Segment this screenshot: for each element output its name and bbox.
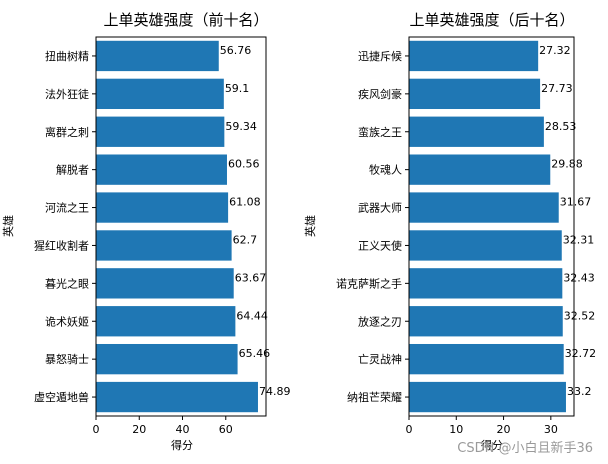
chart-right-data-label: 27.73	[541, 82, 573, 95]
chart-left-xtick-label: 20	[132, 423, 146, 436]
chart-left-data-label: 60.56	[228, 158, 259, 171]
chart-left-ytick-label: 暴怒骑士	[45, 352, 89, 366]
chart-left-data-label: 59.34	[225, 120, 257, 133]
chart-right-bar	[409, 306, 563, 337]
chart-right-bar	[409, 40, 539, 72]
chart-left-ylabel: 英雄	[1, 215, 15, 237]
chart-right-ylabel: 英雄	[303, 215, 317, 237]
chart-right-bar	[409, 116, 544, 147]
chart-left-data-label: 62.7	[233, 233, 258, 246]
chart-right-data-label: 33.2	[567, 385, 592, 398]
chart-left-data-label: 56.76	[220, 44, 252, 57]
chart-right-data-label: 29.88	[551, 158, 583, 171]
chart-right-ytick-label: 放逐之刃	[358, 314, 402, 328]
chart-right-ytick-label: 牧魂人	[369, 163, 402, 177]
chart-left-plot: 扭曲树精 56.76 法外狂徒 59.1 离群之刺 59.34 解脱者 60.56 河流之王 61…	[34, 36, 291, 436]
chart-right-bar	[409, 230, 562, 261]
chart-right-xlabel: 得分	[481, 439, 503, 452]
chart-right-ytick-label: 武器大师	[358, 201, 402, 215]
chart-right-bar	[409, 381, 566, 413]
chart-left-ytick-label: 扭曲树精	[45, 49, 89, 63]
chart-right-ytick-label: 诺克萨斯之手	[336, 276, 402, 290]
chart-left-ytick-label: 虚空遁地兽	[34, 390, 89, 404]
chart-right-xtick-label: 30	[544, 423, 558, 436]
chart-left-bar	[96, 154, 227, 185]
chart-left-bar	[96, 381, 258, 413]
chart-right-title: 上单英雄强度（后十名）	[409, 11, 574, 29]
chart-left-ytick-label: 法外狂徒	[45, 87, 89, 101]
chart-right-xtick-label: 20	[497, 423, 511, 436]
chart-right-ytick-label: 蛮族之王	[358, 125, 402, 139]
chart-left-title: 上单英雄强度（前十名）	[103, 11, 268, 29]
chart-left-bar	[96, 192, 229, 223]
chart-left-ytick-label: 猩红收割者	[34, 238, 89, 252]
chart-right-ytick-label: 迅捷斥候	[358, 49, 402, 63]
chart-right: 上单英雄强度（后十名） 迅捷斥候 27.32 疾风剑豪 27.73 蛮族之王 28.53 牧…	[303, 11, 596, 452]
chart-left-bar	[96, 343, 238, 375]
chart-left-bar	[96, 40, 219, 72]
chart-left-data-label: 59.1	[225, 82, 250, 95]
watermark-text: CSDN @小白且新手36	[457, 440, 593, 456]
chart-left-ytick-label: 暮光之眼	[45, 276, 89, 290]
chart-left-ytick-label: 解脱者	[56, 163, 89, 177]
chart-right-data-label: 32.31	[563, 233, 595, 246]
chart-right-bar	[409, 154, 551, 185]
chart-right-frame	[408, 36, 575, 417]
chart-left-bar	[96, 306, 236, 337]
chart-left-data-label: 63.67	[235, 271, 267, 284]
chart-right-ytick-label: 疾风剑豪	[358, 87, 402, 101]
chart-right-data-label: 31.67	[560, 196, 592, 209]
chart-right-ytick-label: 亡灵战神	[358, 352, 402, 366]
chart-right-data-label: 32.43	[563, 271, 595, 284]
chart-left-data-label: 74.89	[259, 385, 291, 398]
chart-right-data-label: 32.72	[565, 347, 597, 360]
chart-left-data-label: 65.46	[239, 347, 270, 360]
chart-left-frame	[95, 36, 267, 417]
chart-right-bar	[409, 192, 559, 223]
chart-right-bar	[409, 268, 563, 299]
chart-left-bar	[96, 268, 234, 299]
chart-left-data-label: 61.08	[229, 196, 261, 209]
chart-right-xtick-label: 0	[406, 423, 413, 436]
chart-left-bar	[96, 116, 225, 147]
chart-right-ytick-label: 纳祖芒荣耀	[347, 390, 402, 404]
chart-left: 上单英雄强度（前十名） 扭曲树精 56.76 法外狂徒 59.1 离群之刺 59.34 解脱…	[1, 11, 290, 452]
chart-left-ytick-label: 离群之刺	[45, 125, 89, 139]
chart-left-data-label: 64.44	[236, 309, 267, 322]
chart-right-data-label: 32.52	[564, 309, 596, 322]
chart-left-xtick-label: 0	[93, 423, 100, 436]
chart-right-xtick-label: 10	[449, 423, 463, 436]
chart-right-ytick-label: 正义天使	[358, 239, 402, 252]
chart-left-ytick-label: 诡术妖姬	[45, 314, 89, 328]
chart-right-data-label: 28.53	[545, 120, 577, 133]
chart-right-data-label: 27.32	[539, 44, 571, 57]
chart-right-bar	[409, 78, 541, 110]
chart-left-ytick-label: 河流之王	[45, 201, 89, 215]
chart-right-plot: 迅捷斥候 27.32 疾风剑豪 27.73 蛮族之王 28.53 牧魂人 29.88 武器大师 3…	[336, 36, 597, 436]
chart-left-bar	[96, 78, 224, 110]
chart-left-xtick-label: 60	[219, 423, 233, 436]
chart-left-bar	[96, 230, 232, 261]
chart-right-bar	[409, 343, 564, 375]
chart-left-xlabel: 得分	[171, 439, 193, 452]
chart-left-xtick-label: 40	[176, 423, 190, 436]
